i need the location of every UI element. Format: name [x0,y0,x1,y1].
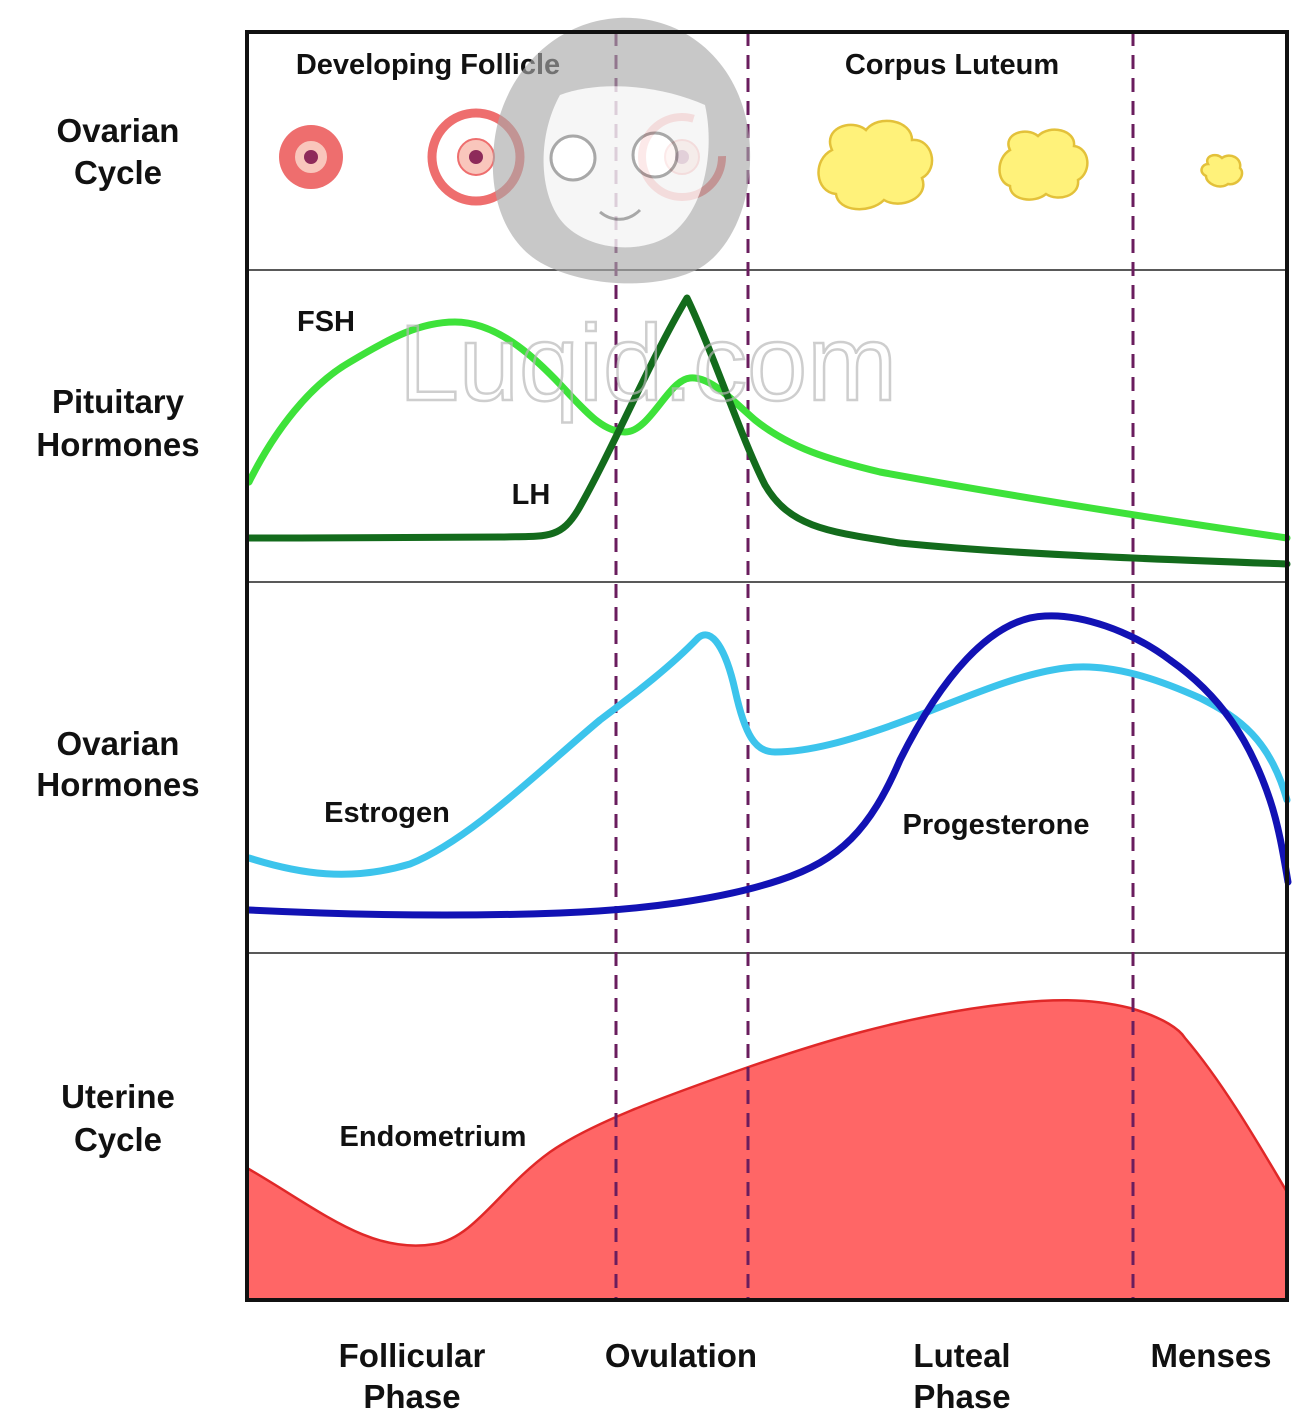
corpus-luteum-large [817,119,934,211]
row-label-line: Ovarian [57,725,180,762]
row-label-line: Cycle [74,154,162,191]
phase-label-line: Ovulation [605,1337,757,1374]
corpus-luteum-medium [998,128,1089,201]
follicle-small [279,125,343,189]
fsh-curve [245,318,1291,542]
watermark: Luqid.com [398,17,898,424]
row-label-ovarian-hormones: Ovarian Hormones [36,725,199,803]
corpus-luteum-small [1200,153,1244,188]
endometrium-area [245,999,1289,1302]
phase-label-ovulation: Ovulation [605,1337,757,1374]
row-label-line: Uterine [61,1078,175,1115]
phase-label-follicular: Follicular Phase [339,1337,486,1415]
estrogen-curve [245,631,1291,878]
row-label-line: Ovarian [57,112,180,149]
phase-label-line: Phase [363,1378,460,1415]
corpus-luteum-illustrations [817,119,1244,211]
watermark-text: Luqid.com [399,302,897,423]
watermark-logo-mouth [599,208,642,221]
progesterone-curve [245,612,1292,919]
phase-label-line: Phase [913,1378,1010,1415]
corpus-luteum-label: Corpus Luteum [845,49,1059,81]
estrogen-label: Estrogen [324,797,450,829]
watermark-logo-eye-left [549,134,597,182]
row-label-line: Hormones [36,426,199,463]
watermark-logo-eye-right [631,131,679,179]
developing-follicle-label: Developing Follicle [296,49,560,81]
phase-label-luteal: Luteal Phase [913,1337,1010,1415]
row-label-line: Pituitary [52,383,185,420]
lh-curve [245,294,1291,568]
row-label-pituitary-hormones: Pituitary Hormones [36,383,199,463]
phase-label-line: Follicular [339,1337,486,1374]
fsh-label: FSH [297,306,355,338]
phase-label-line: Luteal [913,1337,1010,1374]
progesterone-label: Progesterone [903,809,1090,841]
lh-label: LH [512,479,551,511]
endometrium-label: Endometrium [340,1121,527,1153]
phase-label-line: Menses [1150,1337,1271,1374]
diagram-frame [245,30,1289,1302]
row-label-ovarian-cycle: Ovarian Cycle [57,112,180,191]
phase-label-menses: Menses [1150,1337,1271,1374]
row-label-line: Hormones [36,766,199,803]
row-label-line: Cycle [74,1121,162,1158]
watermark-logo-face [543,86,709,248]
row-label-uterine-cycle: Uterine Cycle [61,1078,175,1158]
